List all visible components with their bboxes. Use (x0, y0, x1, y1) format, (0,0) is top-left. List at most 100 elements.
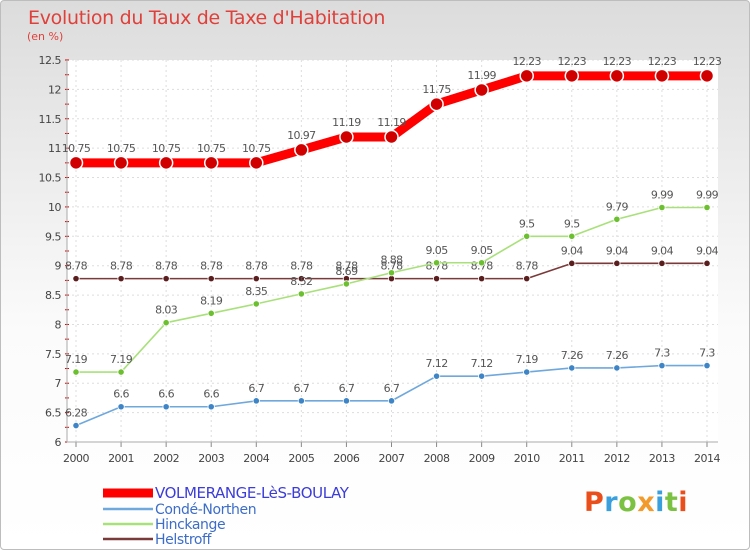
y-tick-label: 9.5 (45, 230, 61, 243)
data-point (478, 372, 486, 380)
data-label: 9.04 (561, 244, 584, 257)
data-point (654, 68, 670, 84)
data-label: 10.75 (242, 142, 271, 155)
logo-letter: P (584, 487, 605, 518)
data-point (207, 403, 215, 411)
data-point (564, 68, 580, 84)
data-point (658, 361, 666, 370)
y-tick-label: 11.5 (39, 113, 62, 126)
x-tick-label: 2014 (694, 452, 720, 465)
data-point (117, 403, 125, 411)
data-point (162, 403, 170, 411)
data-label: 12.23 (558, 55, 587, 68)
data-label: 8.35 (245, 285, 268, 298)
x-tick-label: 2009 (469, 452, 495, 465)
data-point (342, 397, 351, 405)
data-point (609, 68, 625, 84)
data-label: 7.3 (654, 347, 670, 360)
data-point (519, 68, 534, 84)
data-point (699, 68, 715, 84)
data-point (162, 319, 170, 327)
data-point (384, 129, 399, 145)
logo-letter: o (618, 487, 638, 518)
data-point (703, 203, 711, 212)
data-label: 11.19 (377, 116, 406, 129)
data-point (72, 275, 80, 283)
data-point (297, 290, 305, 298)
data-label: 6.7 (294, 382, 310, 395)
data-point (117, 275, 125, 283)
data-label: 12.23 (512, 55, 541, 68)
data-label: 12.23 (603, 55, 632, 68)
data-label: 6.7 (339, 382, 355, 395)
y-tick-label: 7.5 (45, 348, 61, 361)
y-tick-label: 9 (55, 260, 62, 273)
data-point (523, 275, 531, 283)
chart-title: Evolution du Taux de Taxe d'Habitation (28, 7, 386, 29)
data-label: 12.23 (693, 55, 722, 68)
data-point (613, 215, 621, 223)
data-label: 8.78 (155, 260, 178, 273)
data-label: 9.04 (606, 244, 629, 257)
legend-label: Hinckange (155, 517, 225, 533)
data-point (523, 368, 531, 376)
data-point (474, 82, 489, 98)
data-label: 7.12 (426, 357, 448, 370)
data-point (613, 364, 621, 372)
data-point (703, 259, 711, 267)
x-tick-label: 2010 (514, 452, 540, 465)
data-label: 8.78 (200, 260, 223, 273)
logo-letter: i (655, 487, 665, 518)
data-point (252, 397, 260, 405)
x-tick-label: 2006 (333, 452, 359, 465)
y-tick-label: 12.5 (39, 54, 62, 67)
data-point (432, 259, 441, 267)
data-label: 8.69 (335, 265, 358, 278)
x-tick-label: 2013 (649, 452, 675, 465)
data-label: 6.6 (158, 388, 174, 401)
data-point (339, 129, 354, 145)
y-tick-label: 11 (48, 142, 61, 155)
data-label: 8.78 (245, 260, 268, 273)
plot-area (67, 60, 718, 442)
data-point (703, 361, 711, 370)
data-label: 6.6 (203, 388, 219, 401)
y-tick-label: 7 (55, 377, 62, 390)
y-tick-label: 8.5 (45, 289, 61, 302)
data-label: 9.05 (471, 244, 494, 257)
data-point (297, 397, 305, 405)
data-label: 9.5 (519, 217, 535, 230)
data-label: 10.75 (62, 142, 91, 155)
data-label: 8.78 (290, 260, 313, 273)
data-label: 9.04 (651, 244, 674, 257)
x-tick-label: 2005 (288, 452, 314, 465)
data-label: 7.12 (471, 357, 493, 370)
y-unit-label: (en %) (27, 30, 64, 43)
y-tick-label: 8 (55, 318, 62, 331)
data-point (568, 232, 576, 240)
data-point (113, 155, 129, 171)
data-label: 7.19 (516, 353, 539, 366)
proxiti-logo: Proxiti (584, 487, 688, 518)
data-point (478, 275, 486, 283)
data-label: 8.88 (380, 254, 403, 267)
data-point (203, 155, 219, 171)
data-label: 9.99 (651, 189, 674, 202)
data-point (342, 280, 351, 288)
x-tick-label: 2000 (63, 452, 89, 465)
data-point (387, 275, 396, 283)
data-label: 8.78 (335, 260, 358, 273)
logo-letter: i (678, 487, 689, 518)
data-label: 7.26 (561, 349, 584, 362)
data-label: 6.28 (65, 407, 88, 420)
data-label: 8.78 (65, 260, 88, 273)
x-tick-label: 2002 (153, 452, 179, 465)
data-point (613, 259, 621, 267)
x-tick-label: 2011 (559, 452, 585, 465)
data-label: 9.5 (564, 217, 580, 230)
logo-letter: r (604, 487, 619, 518)
data-point (207, 309, 215, 317)
data-label: 7.19 (110, 353, 133, 366)
data-point (294, 142, 309, 158)
